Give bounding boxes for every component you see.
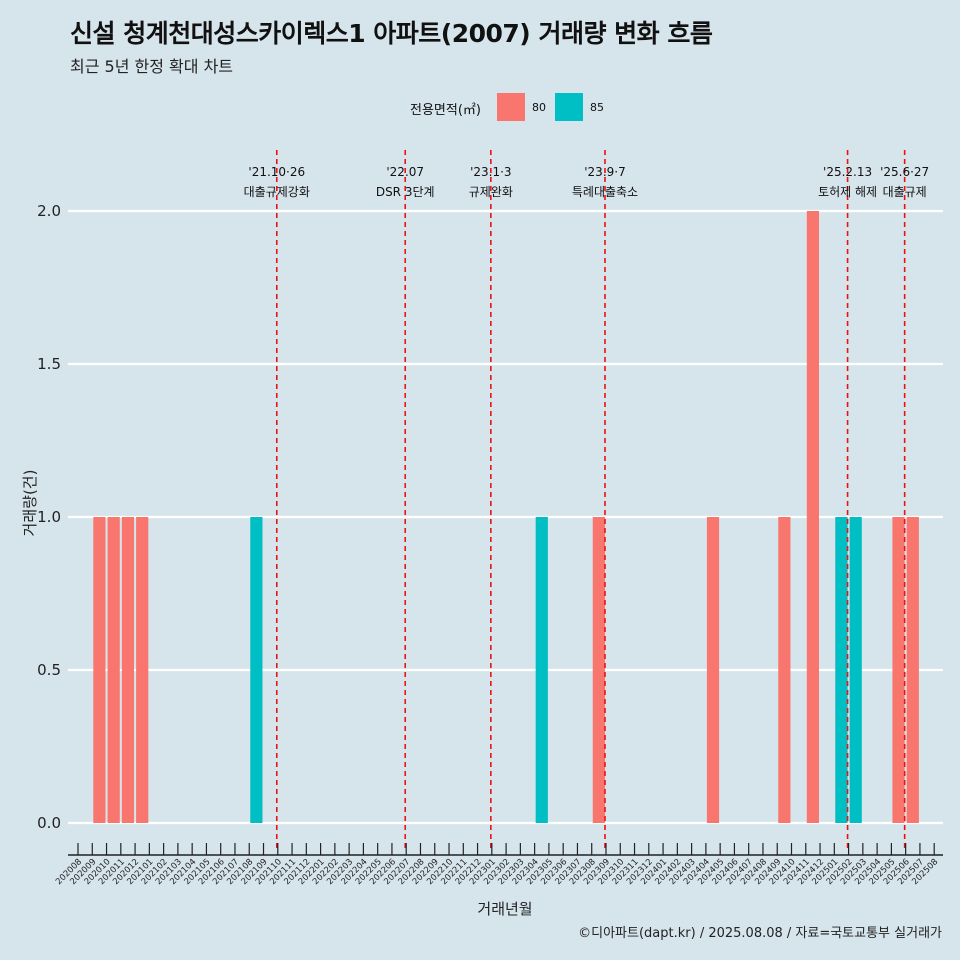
- bar: [592, 517, 605, 823]
- chart-subtitle: 최근 5년 한정 확대 차트: [70, 57, 234, 76]
- bar: [250, 517, 263, 823]
- y-tick-label: 1.5: [37, 355, 61, 373]
- bar: [835, 517, 848, 823]
- event-label: 대출규제: [883, 185, 927, 199]
- bar: [849, 517, 862, 823]
- event-date-label: '23.9·7: [584, 165, 625, 179]
- bar: [778, 517, 791, 823]
- legend-title: 전용면적(㎡): [410, 103, 481, 118]
- legend-swatch-80: [497, 93, 525, 121]
- legend-swatch-85: [555, 93, 583, 121]
- event-label: 규제완화: [469, 185, 513, 199]
- event-label: 토허제 해제: [818, 185, 877, 199]
- bar: [107, 517, 120, 823]
- event-date-label: '22.07: [386, 165, 424, 179]
- bar: [806, 211, 820, 823]
- bar: [706, 517, 720, 823]
- chart-title: 신설 청계천대성스카이렉스1 아파트(2007) 거래량 변화 흐름: [70, 19, 713, 48]
- legend-label-85: 85: [590, 101, 604, 114]
- source-caption: ©디아파트(dapt.kr) / 2025.08.08 / 자료=국토교통부 실…: [578, 926, 942, 941]
- event-date-label: '23.1·3: [470, 165, 511, 179]
- x-axis-title: 거래년월: [477, 900, 532, 918]
- bar: [535, 517, 548, 823]
- bar: [93, 517, 106, 823]
- y-tick-label: 0.0: [37, 814, 61, 832]
- y-tick-label: 1.0: [37, 508, 61, 526]
- legend-label-80: 80: [532, 101, 546, 114]
- bar: [136, 517, 149, 823]
- bar: [906, 517, 919, 823]
- event-date-label: '25.6·27: [880, 165, 929, 179]
- event-label: 특례대출축소: [572, 185, 638, 199]
- y-tick-label: 2.0: [37, 202, 61, 220]
- y-tick-label: 0.5: [37, 661, 61, 679]
- event-date-label: '21.10·26: [248, 165, 305, 179]
- bar: [121, 517, 135, 823]
- y-axis-title: 거래량(건): [21, 470, 39, 537]
- bar: [892, 517, 905, 823]
- legend: 전용면적(㎡) 80 85: [0, 93, 960, 123]
- event-date-label: '25.2.13: [823, 165, 872, 179]
- event-label: 대출규제강화: [244, 185, 310, 199]
- event-label: DSR 3단계: [376, 185, 435, 199]
